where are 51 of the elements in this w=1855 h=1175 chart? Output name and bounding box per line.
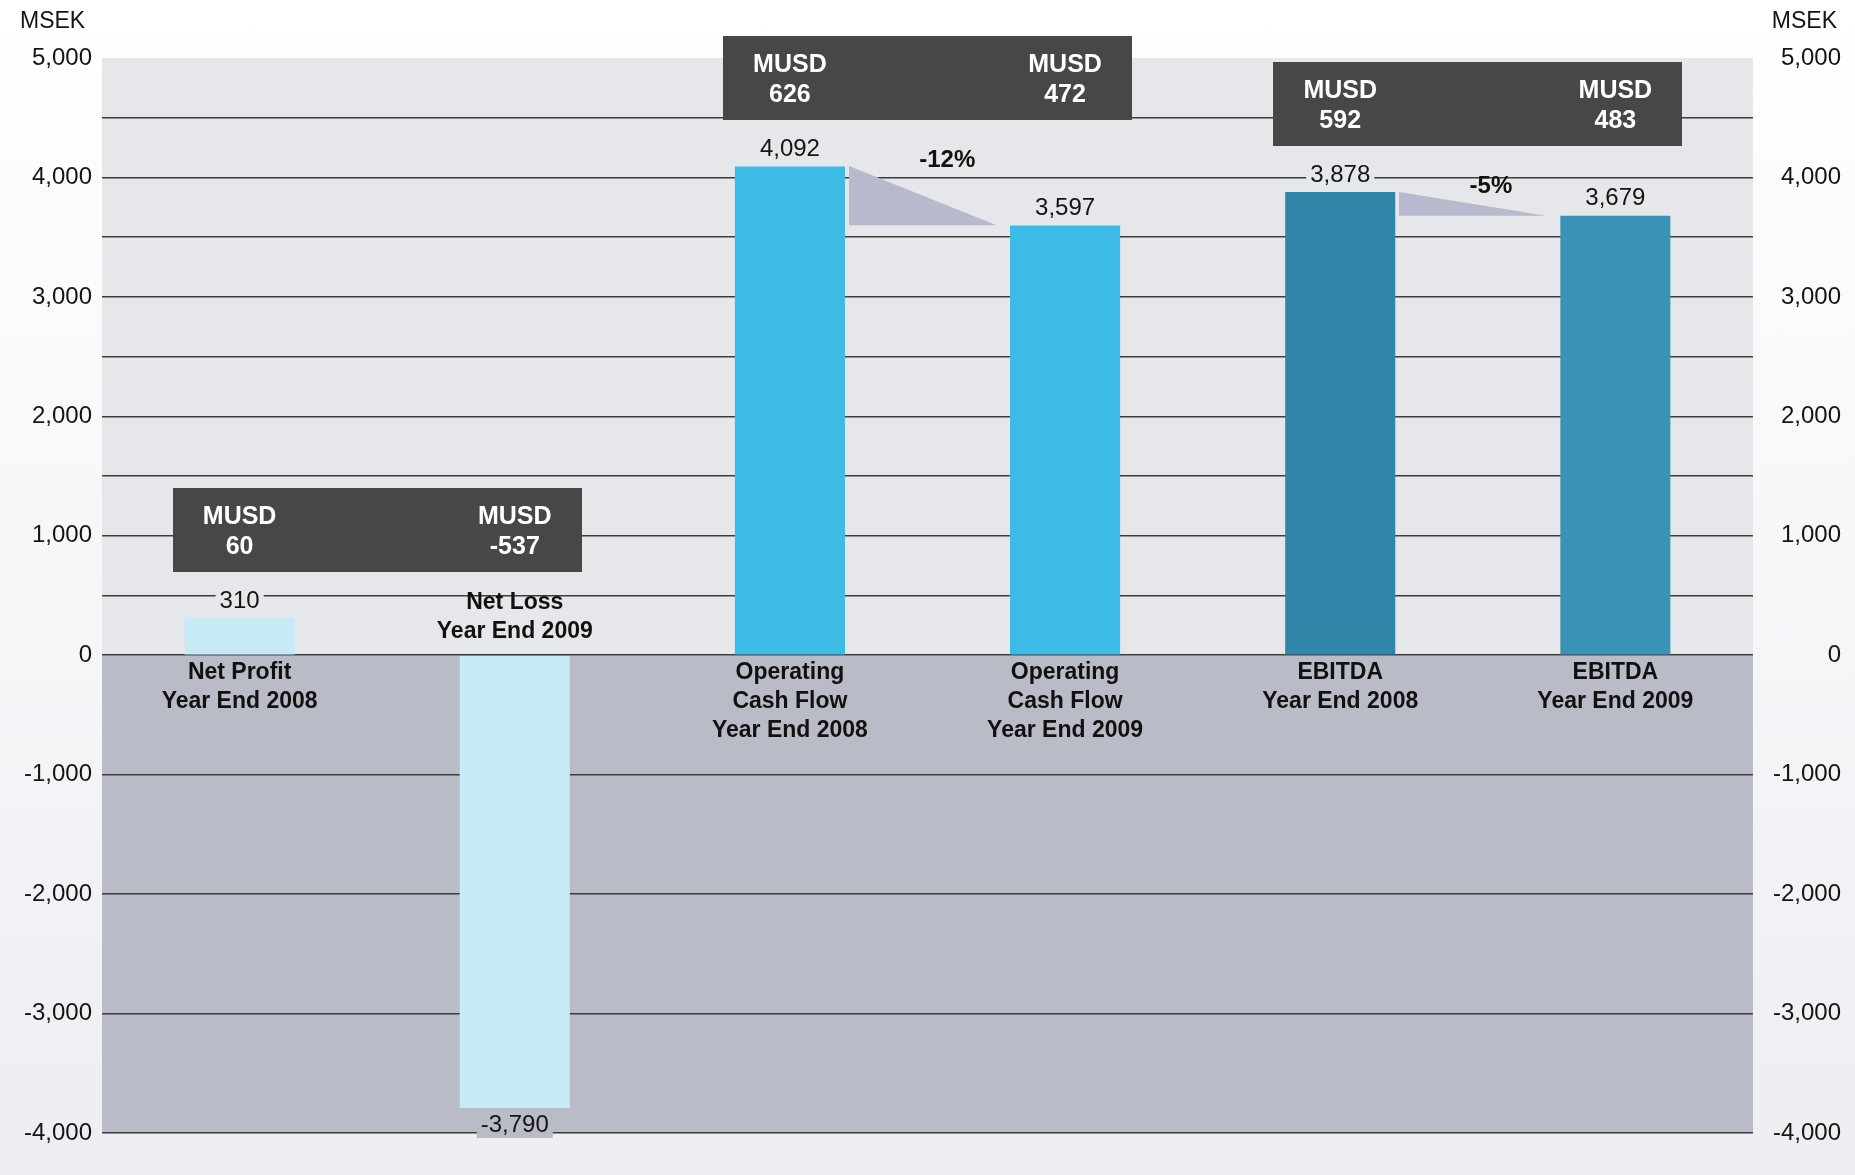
bar bbox=[1010, 225, 1121, 655]
annotation: MUSD 483 bbox=[1578, 74, 1653, 135]
data-label: 310 bbox=[219, 585, 260, 613]
y-tick-label: -3,000 bbox=[23, 998, 93, 1026]
x-tick-label: Net Loss Year End 2009 bbox=[436, 588, 593, 644]
data-label: 3,679 bbox=[1585, 183, 1646, 211]
y2-tick-label: -3,000 bbox=[1772, 998, 1841, 1026]
annotation: MUSD 592 bbox=[1303, 74, 1378, 135]
y-tick-label: 0 bbox=[78, 639, 93, 667]
bar bbox=[734, 166, 845, 655]
y-tick-label: 2,000 bbox=[31, 400, 93, 428]
y-tick-label: -4,000 bbox=[23, 1117, 93, 1145]
annotation: -12% bbox=[919, 145, 976, 173]
data-label: 4,092 bbox=[759, 134, 820, 162]
label-panel: MUSD 60 MUSD -537 bbox=[172, 488, 582, 573]
y2-tick-label: 0 bbox=[1827, 639, 1841, 667]
y2-tick-label: 3,000 bbox=[1780, 281, 1841, 309]
y-tick-label: 4,000 bbox=[31, 162, 93, 190]
y2-tick-label: -1,000 bbox=[1772, 759, 1841, 787]
x-tick-label: Operating Cash Flow Year End 2009 bbox=[987, 658, 1144, 743]
x-tick-label: Operating Cash Flow Year End 2008 bbox=[711, 658, 869, 743]
y2-tick-label: 5,000 bbox=[1780, 42, 1841, 70]
x-tick-label: Net Profit Year End 2008 bbox=[161, 658, 318, 714]
annotation: MUSD 60 bbox=[202, 500, 277, 561]
y2-axis-title: MSEK bbox=[1771, 7, 1838, 34]
y2-tick-label: -4,000 bbox=[1772, 1117, 1841, 1145]
data-label: -3,790 bbox=[480, 1109, 549, 1137]
y2-tick-label: 2,000 bbox=[1780, 400, 1841, 428]
y2-tick-label: 4,000 bbox=[1780, 162, 1841, 190]
bar bbox=[459, 656, 570, 1108]
annotation: MUSD 626 bbox=[753, 48, 827, 109]
y-tick-label: -2,000 bbox=[23, 878, 93, 906]
bar bbox=[1285, 192, 1396, 655]
x-tick-label: EBITDA Year End 2008 bbox=[1262, 658, 1419, 714]
bar bbox=[1560, 215, 1671, 655]
data-label: 3,597 bbox=[1035, 193, 1096, 221]
y-tick-label: 3,000 bbox=[31, 281, 93, 309]
y-tick-label: 5,000 bbox=[31, 42, 93, 70]
y2-tick-label: 1,000 bbox=[1780, 520, 1841, 548]
y-tick-label: 1,000 bbox=[31, 520, 93, 548]
bar bbox=[184, 618, 295, 655]
data-label: 3,878 bbox=[1310, 159, 1371, 187]
label-panel: MUSD 626 MUSD 472 bbox=[722, 36, 1133, 121]
x-tick-label: EBITDA Year End 2009 bbox=[1537, 658, 1694, 714]
y-tick-label: -1,000 bbox=[23, 759, 93, 787]
annotation: MUSD -537 bbox=[477, 500, 552, 561]
y2-tick-label: -2,000 bbox=[1772, 878, 1841, 906]
annotation: -5% bbox=[1469, 170, 1513, 198]
annotation: MUSD 472 bbox=[1028, 48, 1102, 109]
label-panel: MUSD 592 MUSD 483 bbox=[1273, 62, 1683, 146]
y-axis-title: MSEK bbox=[20, 7, 86, 34]
